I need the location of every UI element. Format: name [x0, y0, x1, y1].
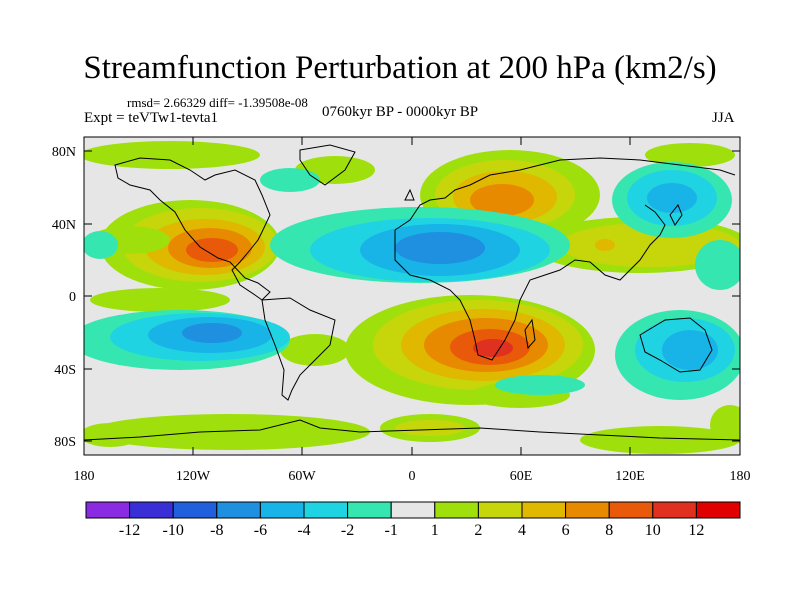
colorbar-swatch-3 [216, 501, 261, 519]
season-label: JJA [712, 110, 735, 126]
colorbar-swatch-14 [695, 501, 741, 519]
axis-tick-marks [83, 137, 741, 455]
figure-title: Streamfunction Perturbation at 200 hPa (… [83, 50, 717, 86]
lat-label-40n: 40N [52, 218, 76, 233]
experiment-label: Expt = teVTw1-tevta1 [84, 110, 219, 126]
colorbar-swatch-9 [477, 501, 523, 519]
lon-label-60e: 60E [510, 469, 533, 484]
colorbar-label-10: 6 [562, 522, 570, 539]
lat-label-0: 0 [69, 290, 76, 305]
lon-label-180-west: 180 [74, 469, 95, 484]
region-north-america-anticyclone [90, 200, 280, 312]
colorbar-label-5: -2 [341, 522, 354, 539]
colorbar-label-13: 12 [688, 522, 704, 539]
coast-madagascar [524, 318, 536, 350]
colorbar-label-1: -10 [163, 522, 184, 539]
colorbar-label-3: -6 [254, 522, 267, 539]
colorbar-label-0: -12 [119, 522, 140, 539]
coast-north-america [114, 157, 271, 301]
lon-label-120e: 120E [615, 469, 645, 484]
colorbar-label-11: 8 [605, 522, 613, 539]
lat-label-40s: 40S [54, 363, 76, 378]
region-north-africa-cyclone [84, 207, 740, 290]
lat-label-80n: 80N [52, 145, 76, 160]
coast-south-america [261, 297, 336, 401]
colorbar-label-12: 10 [645, 522, 661, 539]
coastlines [84, 144, 740, 441]
coast-greenland [299, 144, 356, 186]
colorbar-label-6: -1 [385, 522, 398, 539]
colorbar-label-7: 1 [431, 522, 439, 539]
lon-label-60w: 60W [288, 469, 316, 484]
lon-label-120w: 120W [176, 469, 211, 484]
region-southeast-pacific-cyclone [84, 310, 290, 370]
colorbar-swatch-11 [565, 501, 610, 519]
colorbar-swatch-8 [434, 501, 479, 519]
colorbar-swatch-6 [347, 501, 392, 519]
colorbar-label-4: -4 [297, 522, 310, 539]
lat-label-80s: 80S [54, 435, 76, 450]
colorbar-swatch-13 [652, 501, 697, 519]
colorbar-swatch-0 [85, 501, 131, 519]
colorbar-swatch-5 [303, 501, 349, 519]
period-label: 0760kyr BP - 0000kyr BP [322, 104, 479, 120]
lon-label-0: 0 [409, 469, 416, 484]
coast-eurasia-africa [394, 157, 736, 361]
region-indian-ocean-cyclone [495, 310, 740, 400]
region-northwest-pacific-cyclone [260, 162, 732, 238]
colorbar-swatch-4 [259, 501, 305, 519]
coast-japan [669, 204, 683, 226]
coast-antarctica [84, 419, 740, 441]
colorbar-swatch-1 [129, 501, 174, 519]
contour-fill-layer [84, 141, 740, 454]
coast-australia [639, 317, 713, 373]
colorbar-swatch-12 [608, 501, 654, 519]
colorbar-swatch-7 [390, 501, 436, 519]
stats-line: rmsd= 2.66329 diff= -1.39508e-08 [127, 95, 308, 110]
colorbar: -12 -10 -8 -6 -4 -2 -1 1 2 4 6 8 10 12 [85, 501, 741, 539]
colorbar-label-9: 4 [518, 522, 526, 539]
lon-label-180-east: 180 [730, 469, 751, 484]
coast-uk [404, 188, 415, 201]
colorbar-swatch-10 [521, 501, 567, 519]
colorbar-swatch-2 [172, 501, 218, 519]
region-southern-bands [84, 334, 740, 454]
colorbar-label-8: 2 [474, 522, 482, 539]
colorbar-label-2: -8 [210, 522, 223, 539]
